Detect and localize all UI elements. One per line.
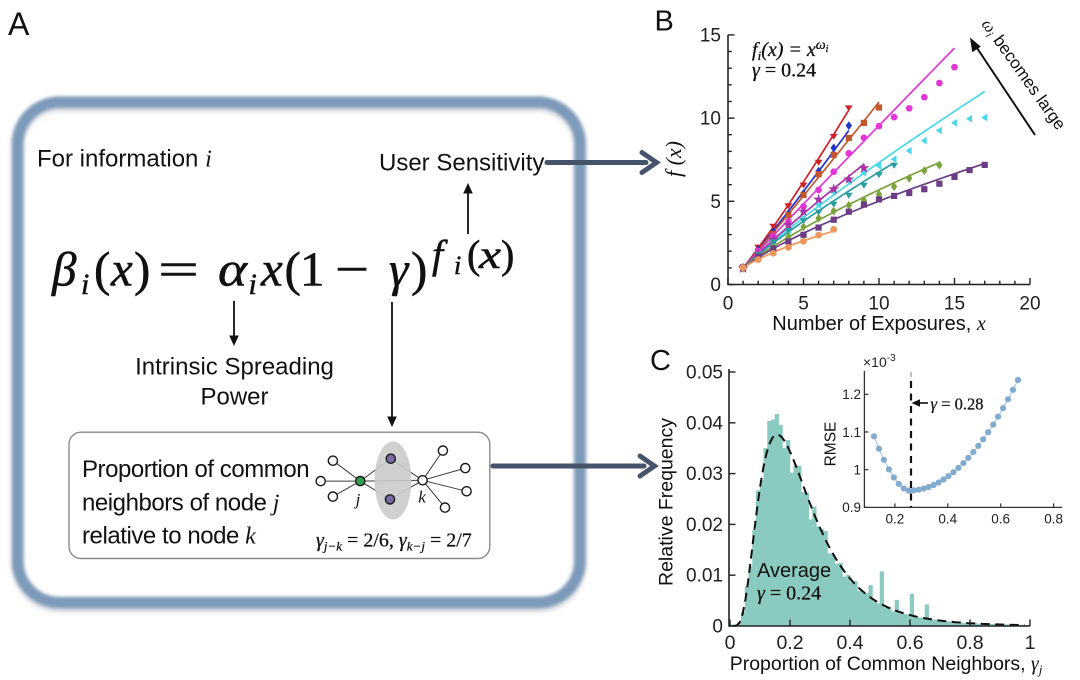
svg-text:Relative Frequency: Relative Frequency: [656, 418, 678, 586]
svg-text:f (x): f (x): [661, 141, 686, 177]
svg-text:Proportion of common: Proportion of common: [82, 456, 309, 483]
svg-text:0.04: 0.04: [686, 413, 723, 434]
svg-text:γ = 0.28: γ = 0.28: [931, 395, 984, 414]
svg-text:=: =: [158, 242, 199, 297]
svg-text:1: 1: [1025, 632, 1036, 654]
svg-text:γ = 0.24: γ = 0.24: [757, 583, 821, 605]
svg-text:Proportion of Common Neighbors: Proportion of Common Neighbors, γj: [730, 653, 1043, 677]
svg-text:1.2: 1.2: [842, 387, 861, 402]
svg-text:α: α: [218, 242, 248, 297]
svg-text:1.1: 1.1: [842, 425, 861, 440]
svg-text:5: 5: [798, 294, 809, 315]
svg-text:x: x: [478, 232, 502, 277]
svg-text:0.4: 0.4: [836, 632, 863, 654]
svg-text:10: 10: [868, 294, 889, 315]
svg-text:Number of Exposures, x: Number of Exposures, x: [772, 313, 986, 335]
svg-text:i: i: [454, 251, 461, 280]
svg-text:x: x: [260, 242, 283, 297]
svg-text:0.9: 0.9: [842, 500, 861, 515]
svg-text:−: −: [335, 242, 369, 297]
svg-text:0.02: 0.02: [686, 515, 723, 536]
svg-text:(: (: [94, 242, 110, 297]
svg-text:1: 1: [300, 242, 325, 297]
svg-text:γj−k = 2/6, γk−j = 2/7: γj−k = 2/6, γk−j = 2/7: [316, 529, 472, 553]
svg-text:neighbors of node j: neighbors of node j: [82, 490, 280, 517]
svg-text:i: i: [249, 268, 257, 301]
svg-text:A: A: [8, 6, 30, 42]
svg-text:): ): [501, 232, 514, 277]
svg-text:γ = 0.24: γ = 0.24: [752, 60, 816, 82]
svg-text:γ: γ: [389, 242, 410, 297]
svg-text:): ): [411, 242, 427, 297]
svg-text:Power: Power: [200, 384, 268, 411]
svg-text:0: 0: [725, 632, 736, 654]
svg-text:0: 0: [723, 294, 734, 315]
svg-text:Intrinsic Spreading: Intrinsic Spreading: [135, 354, 334, 381]
svg-text:): ): [134, 242, 150, 297]
svg-text:relative to node k: relative to node k: [82, 523, 256, 550]
svg-text:x: x: [110, 242, 133, 297]
svg-text:j: j: [354, 490, 361, 509]
svg-text:0.4: 0.4: [938, 512, 957, 527]
svg-text:0.2: 0.2: [776, 632, 803, 654]
svg-text:k: k: [418, 488, 426, 507]
svg-text:i: i: [81, 268, 89, 301]
svg-text:For information i: For information i: [37, 146, 212, 173]
svg-text:0.01: 0.01: [686, 566, 723, 587]
svg-text:0.6: 0.6: [896, 632, 923, 654]
svg-text:User Sensitivity: User Sensitivity: [379, 150, 544, 177]
svg-text:0.03: 0.03: [686, 464, 723, 485]
svg-text:0.6: 0.6: [991, 512, 1010, 527]
svg-text:15: 15: [944, 294, 965, 315]
svg-text:(: (: [285, 242, 301, 297]
svg-text:15: 15: [700, 25, 721, 46]
svg-text:0.8: 0.8: [1044, 512, 1063, 527]
svg-text:β: β: [51, 242, 77, 297]
svg-text:Average: Average: [757, 560, 831, 582]
svg-text:0.05: 0.05: [686, 363, 723, 384]
svg-text:10: 10: [700, 109, 721, 130]
svg-text:0: 0: [712, 617, 723, 638]
svg-text:0: 0: [710, 275, 721, 296]
svg-text:0.2: 0.2: [886, 512, 905, 527]
svg-text:5: 5: [710, 192, 721, 213]
svg-text:C: C: [650, 345, 671, 377]
svg-text:20: 20: [1019, 294, 1040, 315]
svg-text:RMSE: RMSE: [823, 422, 840, 467]
svg-text:(: (: [467, 232, 480, 277]
svg-text:0.8: 0.8: [956, 632, 983, 654]
svg-text:1: 1: [853, 463, 861, 478]
svg-text:B: B: [655, 6, 674, 38]
